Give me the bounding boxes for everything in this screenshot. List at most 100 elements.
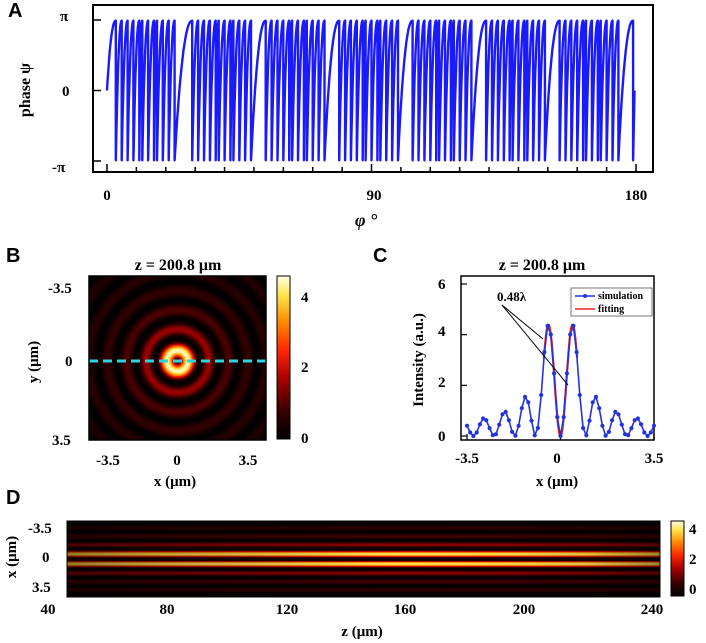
annotation-arrow-left — [501, 304, 544, 340]
simulation-point — [497, 422, 502, 427]
heatmap-d-x-axis-label: z (μm) — [341, 624, 382, 640]
profile-x-tick-right: 3.5 — [645, 451, 664, 467]
simulation-point — [539, 392, 544, 398]
profile-x-axis-label: x (μm) — [536, 474, 578, 490]
simulation-point — [548, 332, 553, 337]
simulation-point — [481, 416, 486, 421]
heatmap-d-colorbar-tick-2: 2 — [689, 552, 697, 568]
simulation-point — [606, 429, 612, 434]
simulation-point — [464, 423, 470, 428]
profile-y-tick-2: 2 — [438, 375, 446, 391]
phase-chart — [92, 4, 654, 173]
profile-y-axis-label: Intensity (a.u.) — [411, 313, 427, 407]
heatmap-d-y-axis-label: x (μm) — [4, 536, 20, 578]
simulation-point — [526, 400, 531, 405]
simulation-point — [555, 415, 560, 420]
simulation-point — [471, 433, 476, 439]
simulation-point — [597, 406, 602, 411]
phase-y-ticks — [93, 19, 101, 162]
profile-y-tick-4: 4 — [438, 324, 446, 340]
simulation-point — [642, 430, 647, 435]
phase-y-tick-0: 0 — [62, 84, 70, 100]
legend-box — [570, 287, 653, 317]
simulation-point — [532, 433, 537, 438]
simulation-point — [610, 418, 615, 423]
simulation-point — [587, 418, 592, 423]
heatmap-b-colorbar-tick-0: 0 — [301, 431, 309, 447]
phase-y-tick-negpi: -π — [52, 160, 66, 176]
legend-simulation-marker — [583, 294, 587, 298]
heatmap-d-x-tick-200: 200 — [513, 602, 536, 618]
intensity-profile-chart: 0.48λ simulation fitting — [460, 275, 657, 441]
simulation-point — [603, 433, 608, 438]
heatmap-d-y-tick-mid: 0 — [42, 550, 50, 566]
simulation-point — [616, 412, 621, 417]
heatmap-b-y-tick-bottom: 3.5 — [52, 433, 71, 449]
heatmap-d-colorbar — [670, 520, 685, 597]
panel-label-b: B — [6, 245, 20, 267]
simulation-point — [645, 433, 650, 439]
profile-c-title: z = 200.8 μm — [499, 257, 586, 274]
heatmap-b-x-tick-right: 3.5 — [239, 453, 258, 469]
simulation-point — [600, 423, 605, 428]
simulation-point — [584, 433, 589, 438]
simulation-point — [564, 371, 570, 376]
phase-line — [105, 19, 636, 162]
heatmap-b-colorbar-tick-4: 4 — [301, 290, 309, 306]
profile-legend: simulation fitting — [570, 287, 653, 317]
heatmap-d-colorbar-tick-0: 0 — [689, 582, 697, 598]
intensity-heatmap-xy — [88, 275, 267, 441]
heatmap-b-colorbar-tick-2: 2 — [301, 360, 309, 376]
simulation-point — [468, 430, 473, 435]
simulation-point — [500, 412, 505, 417]
simulation-point — [639, 422, 644, 427]
phase-series — [105, 19, 636, 162]
simulation-point — [487, 426, 492, 431]
profile-annotation: 0.48λ — [497, 289, 527, 304]
heatmap-d-centerline — [67, 558, 660, 562]
phase-y-tick-pi: π — [60, 9, 69, 25]
phase-y-axis-label: phase ψ — [17, 63, 34, 117]
profile-x-tick-mid: 0 — [553, 451, 561, 467]
simulation-point — [632, 418, 637, 423]
profile-simulation-series — [464, 323, 657, 439]
heatmap-d-bands — [67, 521, 660, 598]
heatmap-b-x-axis-label: x (μm) — [154, 474, 196, 490]
simulation-point — [493, 432, 499, 437]
simulation-point — [619, 422, 624, 427]
simulation-point — [545, 323, 550, 328]
heatmap-d-x-tick-240: 240 — [641, 602, 664, 618]
simulation-point — [477, 422, 482, 427]
simulation-point — [622, 432, 628, 437]
profile-fitting-series — [542, 323, 579, 439]
simulation-line — [466, 325, 655, 438]
phase-x-axis-label: φ ° — [355, 210, 378, 230]
phase-chart-frame — [92, 4, 654, 173]
heatmap-d-x-tick-120: 120 — [276, 602, 299, 618]
simulation-point — [542, 350, 547, 355]
simulation-point — [581, 425, 586, 431]
heatmap-b-title: z = 200.8 μm — [135, 257, 222, 274]
simulation-point — [516, 423, 521, 428]
annotation-arrow-right — [501, 304, 569, 386]
simulation-point — [561, 415, 566, 420]
heatmap-b-y-tick-mid: 0 — [65, 354, 73, 370]
profile-y-tick-6: 6 — [438, 277, 446, 293]
simulation-point — [506, 418, 511, 423]
simulation-point — [574, 350, 579, 355]
heatmap-d-x-tick-80: 80 — [160, 602, 175, 618]
heatmap-b-y-axis-label: y (μm) — [26, 341, 42, 383]
intensity-heatmap-zx — [66, 520, 661, 598]
simulation-point — [593, 394, 599, 399]
simulation-point — [484, 418, 489, 423]
simulation-point — [535, 425, 541, 431]
heatmap-b-x-tick-left: -3.5 — [96, 453, 120, 469]
simulation-point — [474, 430, 479, 435]
heatmap-d-x-tick-160: 160 — [394, 602, 417, 618]
simulation-point — [490, 433, 495, 438]
heatmap-d-x-tick-40: 40 — [41, 602, 56, 618]
simulation-point — [529, 418, 534, 423]
panel-label-d: D — [6, 487, 20, 509]
panel-label-c: C — [373, 245, 387, 267]
